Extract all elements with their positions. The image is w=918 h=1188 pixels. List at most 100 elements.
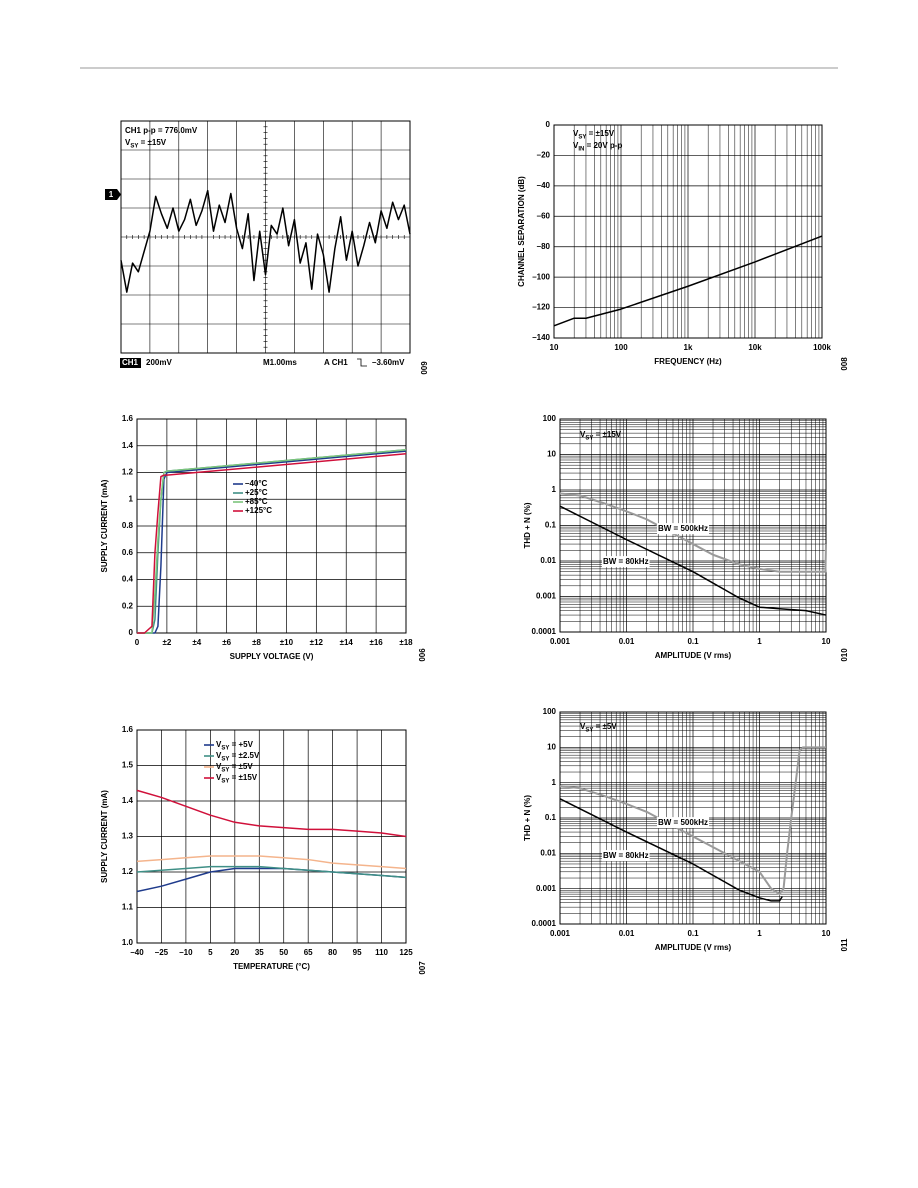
y-axis-title: SUPPLY CURRENT (mA) <box>100 790 109 883</box>
y-tick-label: 1.6 <box>122 414 134 423</box>
series-label: BW = 80kHz <box>603 851 649 860</box>
legend-label: VSY = ±15V <box>216 773 258 784</box>
x-tick-label: ±14 <box>340 638 354 647</box>
series-label-bg <box>602 850 650 862</box>
y-axis-title: SUPPLY CURRENT (mA) <box>100 479 109 572</box>
y-tick-label: 1.1 <box>122 903 134 912</box>
x-tick-label: 35 <box>255 948 264 957</box>
series-line <box>559 492 827 573</box>
channel-marker-label: 1 <box>109 190 114 199</box>
series-line <box>553 235 823 327</box>
x-tick-label: 0 <box>135 638 140 647</box>
annotation: CH1 p-p = 776.0mV <box>125 126 198 135</box>
series-line <box>120 189 411 293</box>
x-tick-label: 10 <box>822 929 831 938</box>
x-tick-label: 5 <box>208 948 213 957</box>
series-label: BW = 80kHz <box>603 557 649 566</box>
y-axis-title: THD + N (%) <box>523 795 532 841</box>
x-tick-label: 65 <box>304 948 313 957</box>
y-tick-label: 1.2 <box>122 867 134 876</box>
x-tick-label: ±8 <box>252 638 261 647</box>
y-tick-label: 0.001 <box>536 592 557 601</box>
x-axis-title: AMPLITUDE (V rms) <box>655 651 732 660</box>
series-label: BW = 500kHz <box>658 524 708 533</box>
x-tick-label: 20 <box>230 948 239 957</box>
x-tick-label: 1k <box>684 343 693 352</box>
x-tick-label: ±12 <box>310 638 324 647</box>
x-tick-label: ±18 <box>399 638 413 647</box>
y-tick-label: 0 <box>546 120 551 129</box>
scope-readout: 200mV <box>146 358 172 367</box>
y-tick-label: 100 <box>543 707 557 716</box>
x-tick-label: –40 <box>130 948 144 957</box>
series-line <box>137 453 407 634</box>
y-tick-label: 0.1 <box>545 521 557 530</box>
figure-number: 010 <box>840 648 849 662</box>
x-axis-title: AMPLITUDE (V rms) <box>655 943 732 952</box>
channel-marker-tip <box>117 189 121 200</box>
channel-marker <box>105 189 117 200</box>
legend-label: +25°C <box>245 488 268 497</box>
x-tick-label: 0.1 <box>687 929 699 938</box>
x-tick-label: 0.01 <box>619 929 635 938</box>
y-tick-label: 0.0001 <box>532 919 557 928</box>
x-tick-label: 125 <box>399 948 413 957</box>
y-axis-title: THD + N (%) <box>523 502 532 548</box>
x-tick-label: 10k <box>748 343 762 352</box>
y-tick-label: 0.4 <box>122 575 134 584</box>
x-tick-label: ±2 <box>162 638 171 647</box>
x-tick-label: 0.1 <box>687 637 699 646</box>
plot-frame <box>136 418 407 634</box>
annotation: VIN = 20V p-p <box>573 141 622 152</box>
y-tick-label: 0.6 <box>122 548 134 557</box>
series-line <box>137 449 407 634</box>
legend-label: VSY = ±2.5V <box>216 751 260 762</box>
legend-label: VSY = ±5V <box>216 762 253 773</box>
legend-label: –40°C <box>245 479 268 488</box>
x-tick-label: 0.001 <box>550 637 571 646</box>
series-label-bg <box>602 556 650 568</box>
x-tick-label: ±4 <box>192 638 201 647</box>
series-label-bg <box>657 817 710 829</box>
series-line <box>136 855 407 870</box>
y-tick-label: 0.1 <box>545 813 557 822</box>
y-tick-label: 1.4 <box>122 441 134 450</box>
y-tick-label: 0.0001 <box>532 627 557 636</box>
y-tick-label: 0.001 <box>536 884 557 893</box>
y-tick-label: 0.2 <box>122 601 134 610</box>
y-tick-label: –140 <box>532 333 550 342</box>
legend-label: +125°C <box>245 506 272 515</box>
x-tick-label: 1 <box>757 929 762 938</box>
series-line <box>136 789 407 838</box>
y-axis-title: CHANNEL SEPARATION (dB) <box>517 176 526 287</box>
x-tick-label: 95 <box>353 948 362 957</box>
x-axis-title: FREQUENCY (Hz) <box>654 357 722 366</box>
x-tick-label: 80 <box>328 948 337 957</box>
plot-frame <box>559 711 827 925</box>
y-tick-label: 1.0 <box>122 938 134 947</box>
scope-readout: M1.00ms <box>263 358 297 367</box>
x-axis-title: SUPPLY VOLTAGE (V) <box>230 652 314 661</box>
x-tick-label: ±16 <box>369 638 383 647</box>
plot-frame <box>553 124 823 339</box>
scope-readout: CH1 <box>122 358 139 367</box>
y-tick-label: 0.01 <box>540 556 556 565</box>
figure-number: 009 <box>420 361 429 375</box>
figure-number: 008 <box>840 357 849 371</box>
y-tick-label: 10 <box>547 450 556 459</box>
y-tick-label: 1 <box>552 778 557 787</box>
figure-number: 006 <box>418 648 427 662</box>
y-tick-label: –20 <box>537 151 551 160</box>
figure-number: 011 <box>840 938 849 951</box>
legend-label: +85°C <box>245 497 268 506</box>
x-tick-label: 0.01 <box>619 637 635 646</box>
plot-frame <box>120 120 411 354</box>
y-tick-label: 10 <box>547 742 556 751</box>
figure-number: 007 <box>418 961 427 975</box>
channel-badge <box>120 358 141 368</box>
series-label-bg <box>657 523 710 535</box>
y-tick-label: 1.4 <box>122 796 134 805</box>
y-tick-label: 100 <box>543 414 557 423</box>
y-tick-label: –40 <box>537 181 551 190</box>
